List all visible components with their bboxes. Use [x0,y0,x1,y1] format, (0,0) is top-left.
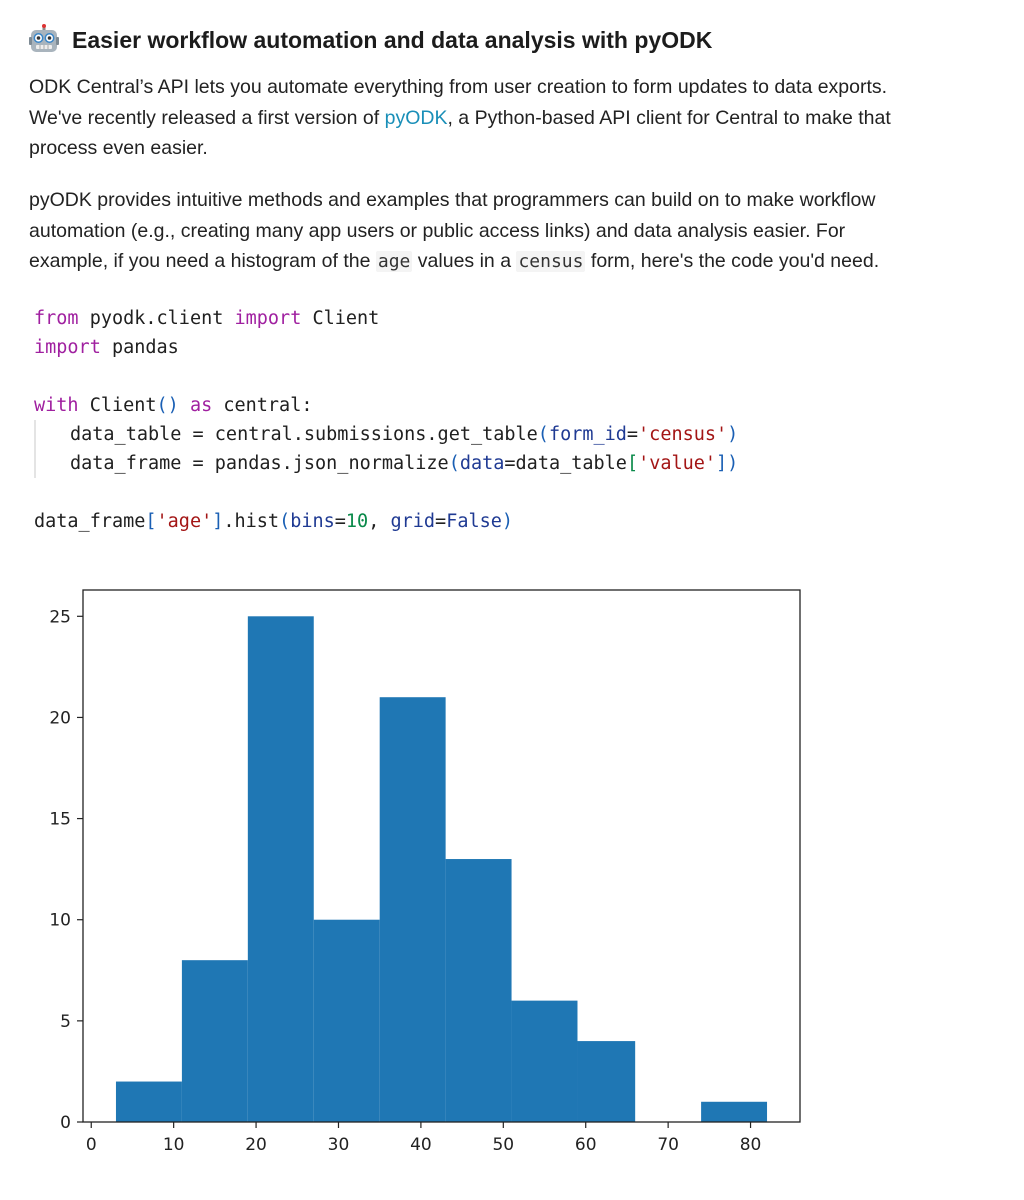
histogram-bar [115,1081,182,1122]
code-line: data_table = central.submissions.get_tab… [34,420,738,449]
inline-code-census: census [516,251,586,272]
x-tick-label: 80 [740,1135,762,1155]
code-block: from pyodk.client import Client import p… [34,304,738,536]
pyodk-link[interactable]: pyODK [384,106,448,129]
y-tick-label: 15 [49,810,71,830]
y-tick-label: 20 [49,708,71,728]
description-paragraph: pyODK provides intuitive methods and exa… [29,185,999,278]
text: We've recently released a first version … [29,106,385,129]
plot-frame [82,589,801,1123]
histogram-bar [577,1041,636,1122]
code-line-blank [34,478,738,507]
x-tick-label: 70 [657,1135,679,1155]
histogram-bar [379,697,446,1122]
histogram-bar [247,616,314,1122]
text: example, if you need a histogram of the [29,250,376,272]
x-tick-label: 60 [575,1135,597,1155]
text: pyODK provides intuitive methods and exa… [29,189,876,211]
text: process even easier. [29,137,208,159]
code-line: data_frame = pandas.json_normalize(data=… [34,449,738,478]
histogram-bar [701,1101,768,1122]
code-line: import pandas [34,337,179,358]
x-tick-label: 20 [245,1135,267,1155]
age-histogram: 0 10 20 30 40 50 60 70 80 0 5 10 15 20 25 [49,589,801,1155]
x-tick-label: 0 [86,1135,97,1155]
intro-paragraph: ODK Central’s API lets you automate ever… [29,72,999,164]
y-tick-label: 10 [49,911,71,931]
text: , a Python-based API client for Central … [447,106,891,129]
histogram-bar [181,960,248,1122]
histogram-bar [313,919,380,1122]
y-tick-label: 5 [60,1012,71,1032]
robot-icon [29,24,59,52]
code-line-blank [34,362,738,391]
code-line: data_frame['age'].hist(bins=10, grid=Fal… [34,511,514,532]
histogram-bar [511,1000,578,1122]
histogram-bar [445,859,512,1122]
text: ODK Central’s API lets you automate ever… [29,76,888,98]
x-tick-label: 30 [328,1135,350,1155]
y-tick-label: 0 [60,1113,71,1133]
text: form, here's the code you'd need. [585,250,880,272]
x-tick-label: 40 [410,1135,432,1155]
code-line: with Client() as central: [34,395,313,416]
text: values in a [412,250,517,272]
y-tick-label: 25 [49,607,71,627]
text: automation (e.g., creating many app user… [29,219,846,242]
x-tick-label: 10 [163,1135,185,1155]
section-title: Easier workflow automation and data anal… [72,26,713,53]
inline-code-age: age [375,251,413,272]
x-tick-label: 50 [492,1135,514,1155]
section-heading: Easier workflow automation and data anal… [28,24,712,56]
code-line: from pyodk.client import Client [34,308,380,329]
